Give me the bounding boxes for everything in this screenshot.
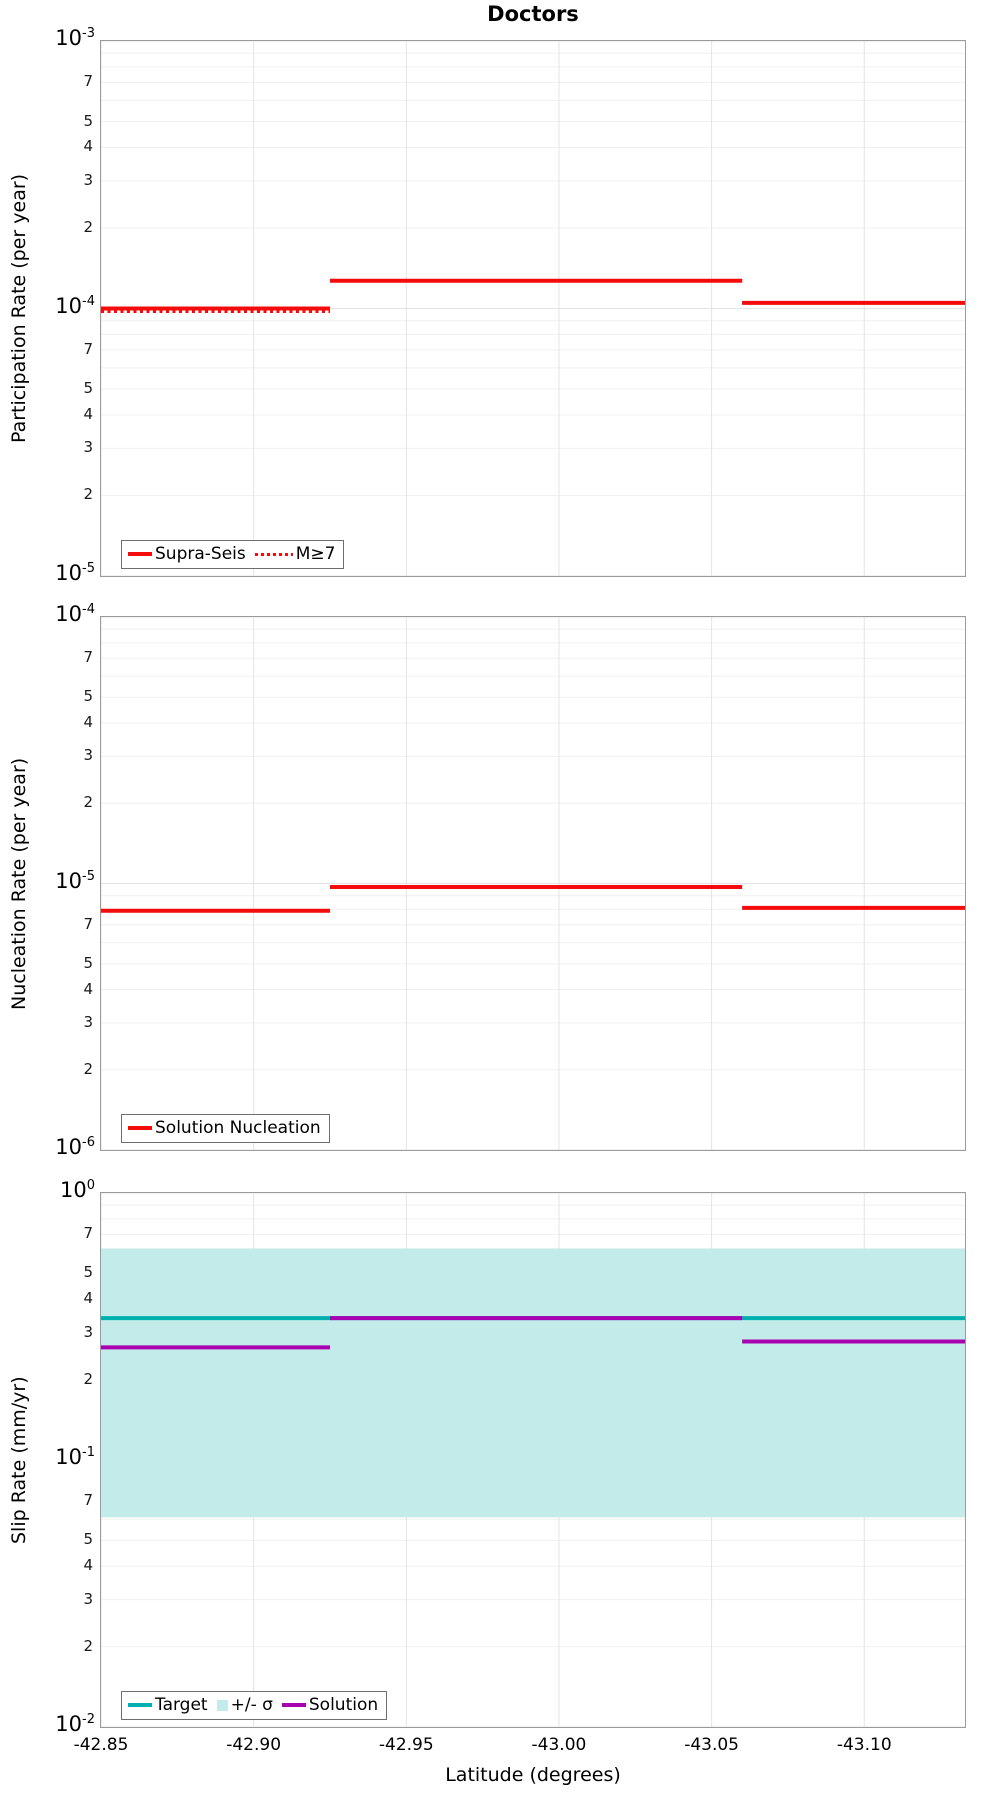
- y-major-tick-label: 10-4: [55, 602, 95, 626]
- legend-label: +/- σ: [230, 1695, 273, 1715]
- figure-title: Doctors: [487, 2, 579, 26]
- y-minor-tick-label: 3: [83, 1012, 93, 1031]
- y-major-tick-label: 10-5: [55, 561, 95, 585]
- y-minor-tick-label: 2: [83, 1059, 93, 1078]
- y-minor-tick-label: 3: [83, 1322, 93, 1341]
- y-minor-tick-label: 3: [83, 438, 93, 457]
- y-major-tick-label: 10-1: [55, 1445, 95, 1469]
- y-minor-tick-label: 5: [83, 379, 93, 398]
- y-minor-tick-label: 4: [83, 713, 93, 732]
- y-major-tick-label: 10-3: [55, 26, 95, 50]
- y-minor-tick-label: 7: [83, 1491, 93, 1510]
- x-tick-label: -42.85: [73, 1735, 129, 1755]
- y-major-tick-label: 10-4: [55, 293, 95, 318]
- y-minor-tick-label: 2: [83, 217, 93, 236]
- y-minor-tick-label: 7: [83, 914, 93, 933]
- y-minor-tick-label: 4: [83, 137, 93, 156]
- nucleation-y-axis-label: Nucleation Rate (per year): [8, 757, 30, 1010]
- line-swatch-icon: [128, 1126, 152, 1130]
- y-minor-tick-label: 4: [83, 1556, 93, 1575]
- nucleation-plot-canvas: [101, 617, 965, 1150]
- legend-entry: Supra-Seis: [128, 544, 246, 564]
- y-minor-tick-label: 4: [83, 979, 93, 998]
- y-minor-tick-label: 7: [83, 339, 93, 358]
- legend-label: Target: [155, 1695, 208, 1715]
- x-tick-label: -42.95: [378, 1735, 434, 1755]
- legend-entry: Target: [128, 1695, 208, 1715]
- y-minor-tick-label: 4: [83, 1289, 93, 1308]
- legend-label: Solution: [308, 1695, 379, 1715]
- y-major-tick-label: 10-6: [55, 1135, 95, 1159]
- x-tick-label: -43.10: [836, 1735, 892, 1755]
- y-minor-tick-label: 5: [83, 1263, 93, 1282]
- x-tick-label: -42.90: [226, 1735, 282, 1755]
- y-minor-tick-label: 3: [83, 1589, 93, 1608]
- x-axis-label: Latitude (degrees): [445, 1764, 621, 1786]
- y-minor-tick-label: 3: [83, 170, 93, 189]
- patch-swatch-icon: [216, 1699, 228, 1711]
- legend-label: M≥7: [295, 544, 336, 564]
- line-swatch-icon: [128, 1703, 152, 1707]
- nucleation-rate-plot: Nucleation Rate (per year) Solution Nucl…: [8, 602, 966, 1159]
- nucleation-legend: Solution Nucleation: [121, 1114, 330, 1143]
- y-major-tick-label: 100: [59, 1178, 95, 1202]
- y-minor-tick-label: 4: [83, 404, 93, 423]
- y-minor-tick-label: 2: [83, 793, 93, 812]
- y-minor-tick-label: 7: [83, 72, 93, 91]
- slip-rate-legend: Target +/- σ Solution: [121, 1691, 388, 1720]
- y-minor-tick-label: 3: [83, 746, 93, 765]
- y-minor-tick-label: 2: [83, 485, 93, 504]
- x-tick-label: -43.00: [531, 1735, 587, 1755]
- y-minor-tick-label: 2: [83, 1369, 93, 1388]
- legend-entry: +/- σ: [216, 1695, 273, 1715]
- legend-label: Solution Nucleation: [155, 1118, 321, 1138]
- legend-entry: M≥7: [254, 544, 336, 564]
- legend-label: Supra-Seis: [155, 544, 246, 564]
- x-tick-label: -43.05: [684, 1735, 739, 1755]
- uncertainty-band: [101, 1248, 965, 1518]
- y-minor-tick-label: 7: [83, 648, 93, 667]
- participation-rate-plot: Participation Rate (per year) Supra-Seis…: [8, 26, 966, 585]
- y-minor-tick-label: 5: [83, 111, 93, 130]
- slip-rate-plot-canvas: [101, 1193, 965, 1727]
- y-minor-tick-label: 5: [83, 1530, 93, 1549]
- y-major-tick-label: 10-2: [55, 1712, 95, 1736]
- participation-legend: Supra-Seis M≥7: [121, 540, 345, 569]
- line-swatch-icon: [128, 552, 152, 556]
- line-swatch-icon: [281, 1703, 306, 1707]
- y-major-tick-label: 10-5: [55, 868, 95, 893]
- slip-rate-plot: Slip Rate (mm/yr) Target +/- σ Solution 10…: [8, 1178, 966, 1755]
- y-minor-tick-label: 2: [83, 1636, 93, 1655]
- legend-entry: Solution: [281, 1695, 379, 1715]
- participation-plot-canvas: [101, 41, 965, 576]
- slip-rate-y-axis-label: Slip Rate (mm/yr): [8, 1376, 30, 1544]
- dotted-line-swatch-icon: [254, 552, 293, 556]
- participation-y-axis-label: Participation Rate (per year): [8, 173, 30, 444]
- y-minor-tick-label: 7: [83, 1224, 93, 1243]
- y-minor-tick-label: 5: [83, 687, 93, 706]
- y-minor-tick-label: 5: [83, 953, 93, 972]
- legend-entry: Solution Nucleation: [128, 1118, 321, 1138]
